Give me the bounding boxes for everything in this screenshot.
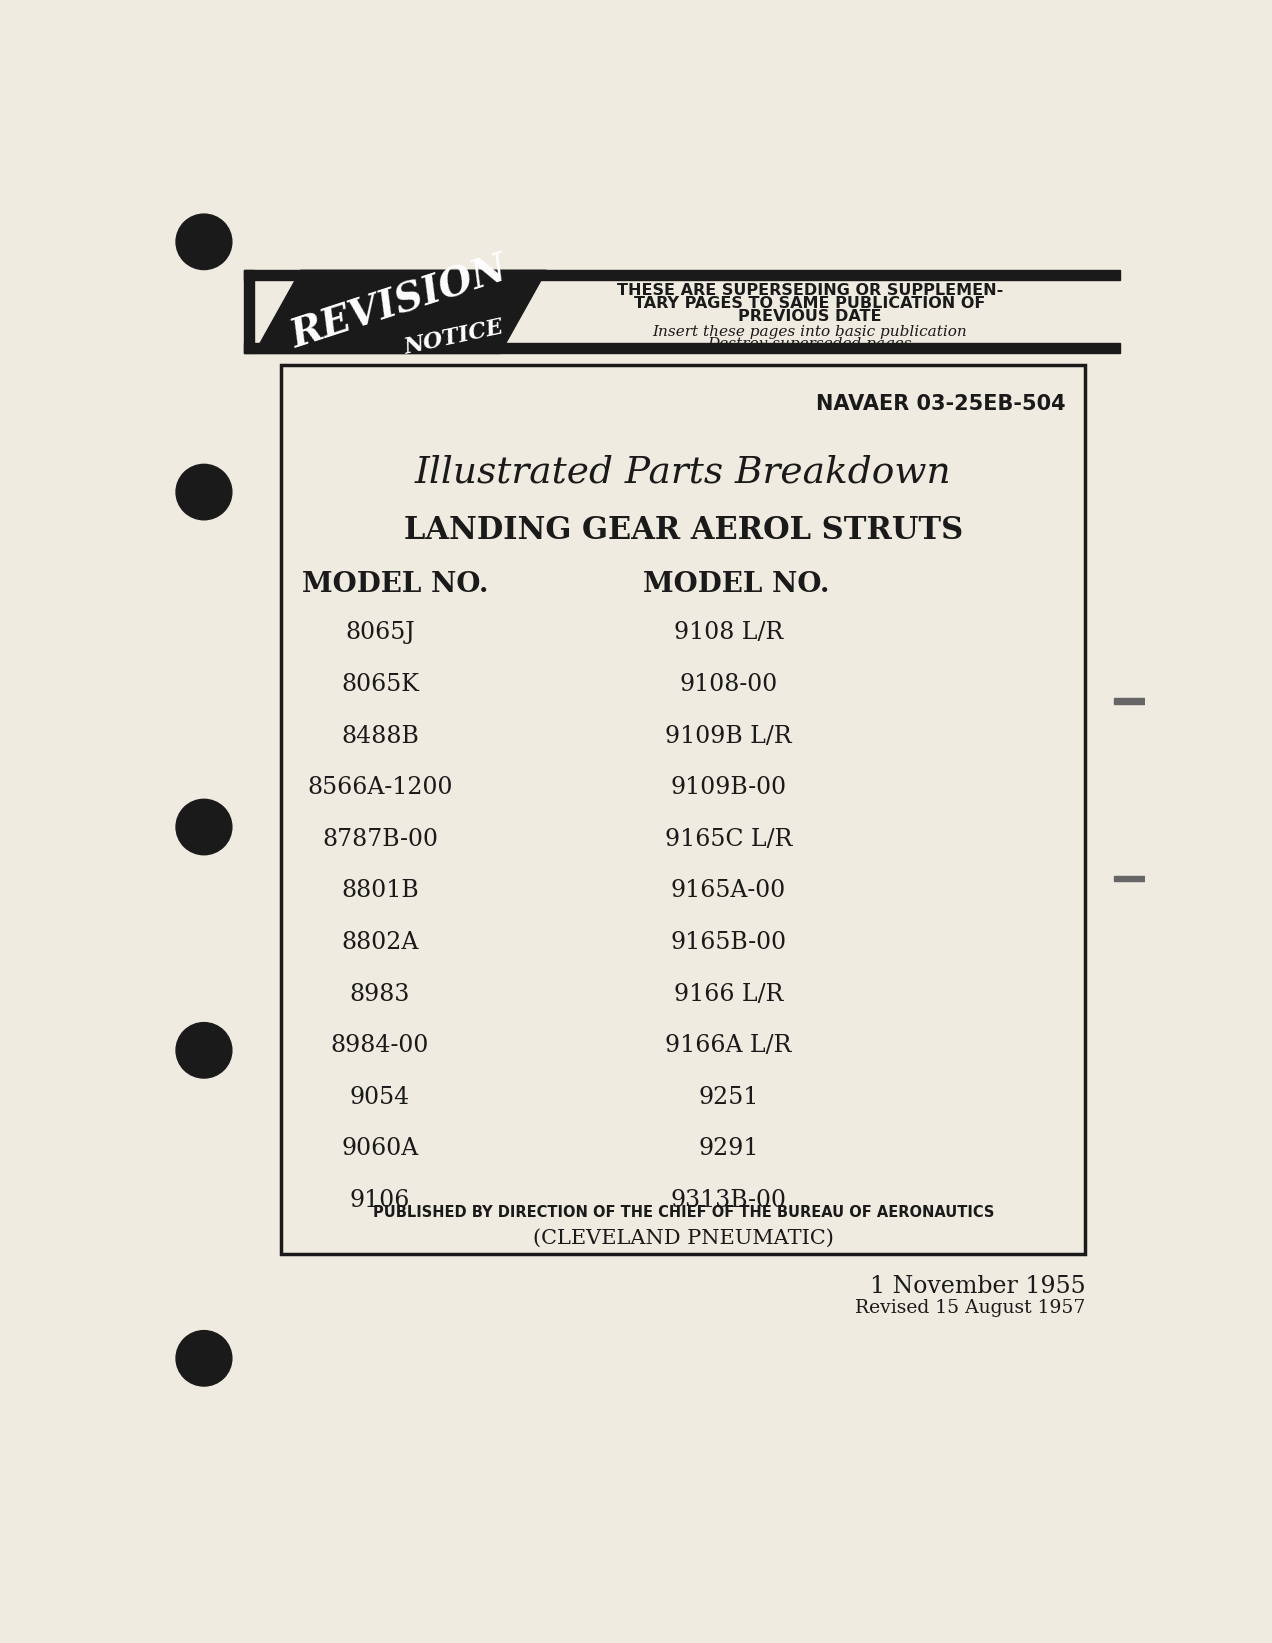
Text: 9313B-00: 9313B-00 — [670, 1190, 786, 1213]
Text: 8787B-00: 8787B-00 — [322, 828, 438, 851]
Circle shape — [176, 214, 232, 269]
Text: 9166 L/R: 9166 L/R — [674, 983, 784, 1006]
Circle shape — [176, 798, 232, 854]
Polygon shape — [254, 271, 547, 353]
Text: (CLEVELAND PNEUMATIC): (CLEVELAND PNEUMATIC) — [533, 1229, 833, 1247]
Text: 8566A-1200: 8566A-1200 — [307, 775, 453, 798]
Text: 9054: 9054 — [350, 1086, 410, 1109]
Text: 9251: 9251 — [698, 1086, 759, 1109]
Text: 9166A L/R: 9166A L/R — [665, 1033, 791, 1056]
Text: 8065K: 8065K — [341, 674, 418, 697]
Text: 9106: 9106 — [350, 1190, 410, 1213]
Text: 9109B-00: 9109B-00 — [670, 775, 786, 798]
Text: 8065J: 8065J — [345, 621, 415, 644]
Text: Insert these pages into basic publication: Insert these pages into basic publicatio… — [653, 325, 968, 338]
Text: TARY PAGES TO SAME PUBLICATION OF: TARY PAGES TO SAME PUBLICATION OF — [635, 296, 986, 311]
Text: 9108-00: 9108-00 — [679, 674, 777, 697]
Text: 8983: 8983 — [350, 983, 410, 1006]
Text: NAVAER 03-25EB-504: NAVAER 03-25EB-504 — [817, 394, 1066, 414]
Text: 8802A: 8802A — [341, 932, 418, 955]
Circle shape — [176, 1022, 232, 1078]
Bar — [244, 343, 1121, 353]
Text: 9060A: 9060A — [341, 1137, 418, 1160]
Bar — [1114, 876, 1145, 881]
Text: 9165C L/R: 9165C L/R — [665, 828, 792, 851]
Text: 9165B-00: 9165B-00 — [670, 932, 786, 955]
Text: Illustrated Parts Breakdown: Illustrated Parts Breakdown — [415, 455, 951, 491]
Bar — [244, 271, 1121, 281]
Text: Revised 15 August 1957: Revised 15 August 1957 — [855, 1300, 1085, 1318]
Text: NOTICE: NOTICE — [402, 317, 505, 360]
Text: PREVIOUS DATE: PREVIOUS DATE — [738, 309, 881, 324]
Text: THESE ARE SUPERSEDING OR SUPPLEMEN-: THESE ARE SUPERSEDING OR SUPPLEMEN- — [617, 283, 1004, 297]
Bar — [244, 271, 254, 353]
Circle shape — [176, 465, 232, 519]
Text: 8488B: 8488B — [341, 725, 418, 748]
Bar — [1114, 698, 1145, 703]
Text: 9291: 9291 — [698, 1137, 759, 1160]
Text: 9165A-00: 9165A-00 — [672, 879, 786, 902]
Bar — [281, 365, 1085, 1254]
Text: PUBLISHED BY DIRECTION OF THE CHIEF OF THE BUREAU OF AERONAUTICS: PUBLISHED BY DIRECTION OF THE CHIEF OF T… — [373, 1204, 993, 1219]
Text: LANDING GEAR AEROL STRUTS: LANDING GEAR AEROL STRUTS — [403, 514, 963, 545]
Text: MODEL NO.: MODEL NO. — [303, 572, 488, 598]
Text: MODEL NO.: MODEL NO. — [644, 572, 829, 598]
Text: Destroy superseded pages: Destroy superseded pages — [707, 337, 912, 352]
Text: 8801B: 8801B — [341, 879, 418, 902]
Text: 1 November 1955: 1 November 1955 — [870, 1275, 1085, 1298]
Text: REVISION: REVISION — [286, 250, 513, 357]
Circle shape — [176, 1331, 232, 1387]
Text: 8984-00: 8984-00 — [331, 1033, 429, 1056]
Text: 9109B L/R: 9109B L/R — [665, 725, 792, 748]
Text: 9108 L/R: 9108 L/R — [674, 621, 784, 644]
